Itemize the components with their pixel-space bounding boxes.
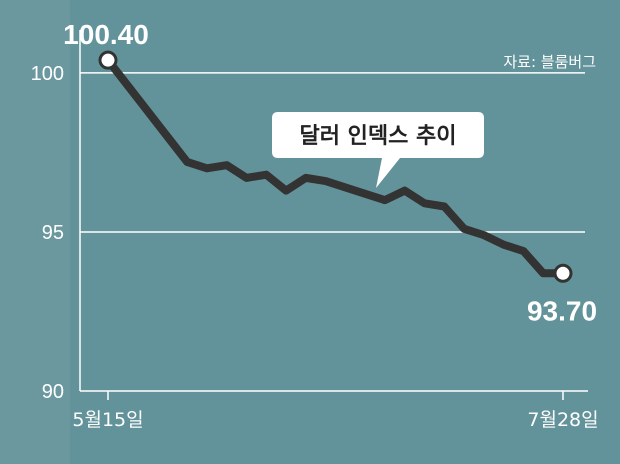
data-point-marker: [98, 50, 118, 70]
series-line-path: [104, 56, 567, 278]
x-tick-label: 7월28일: [527, 409, 598, 431]
watermark-strip: [0, 0, 70, 464]
axes: [79, 30, 588, 400]
y-tick-label: 90: [42, 381, 64, 403]
series-line: [104, 56, 567, 278]
value-labels: 100.40 93.70: [63, 19, 597, 326]
background-decoration: [0, 0, 70, 464]
y-tick-label: 100: [31, 63, 64, 85]
start-value-label: 100.40: [63, 19, 149, 50]
data-point-marker: [553, 263, 573, 283]
gridlines: [80, 72, 585, 233]
callout-text: 달러 인덱스 추이: [300, 124, 457, 149]
source-note: 자료: 블룸버그: [503, 53, 596, 71]
callout-bubble: [272, 112, 484, 188]
end-value-label: 93.70: [527, 295, 597, 326]
callout: 달러 인덱스 추이: [272, 112, 484, 188]
end-markers: [98, 50, 573, 283]
x-tick-labels: 5월15일 7월28일: [72, 409, 598, 431]
y-tick-labels: 90 95 100: [31, 63, 64, 403]
y-tick-label: 95: [42, 222, 64, 244]
x-tick-label: 5월15일: [72, 409, 143, 431]
